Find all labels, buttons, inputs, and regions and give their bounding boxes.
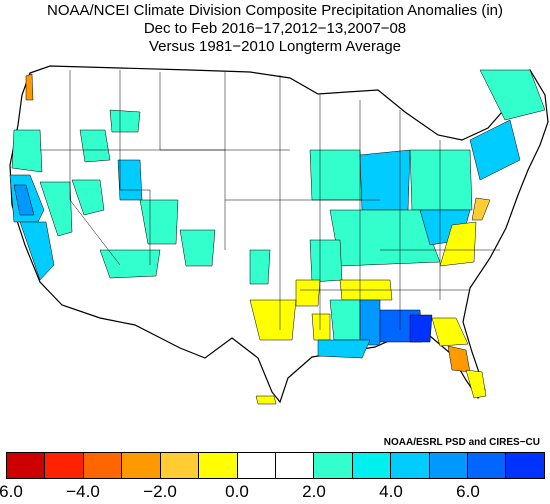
color-scale-swatch-1 (45, 453, 84, 478)
anomaly-region-dry-light (255, 395, 277, 405)
color-scale-swatch-12 (468, 453, 507, 478)
data-source-credit: NOAA/ESRL PSD and CIRES−CU (383, 437, 540, 448)
anomaly-region-wet-strong (13, 184, 35, 216)
color-scale-swatch-8 (314, 453, 353, 478)
color-scale-bar (6, 452, 545, 479)
color-scale-tick-label: 6.0 (456, 482, 480, 501)
anomaly-region-dry-light (439, 221, 477, 267)
anomaly-region-wet-light (39, 181, 73, 237)
anomaly-region-dry-strong (25, 73, 34, 101)
anomaly-region-wet-light (309, 149, 363, 201)
color-scale-tick-label: 2.0 (302, 482, 326, 501)
color-scale-swatch-9 (352, 453, 392, 478)
anomaly-region-wet-strong (359, 299, 381, 346)
anomaly-region-wet-light (71, 179, 105, 216)
anomaly-region-dry-light (465, 369, 487, 399)
color-scale-swatch-7 (275, 453, 315, 478)
anomaly-region-wet-light (179, 229, 216, 267)
anomaly-region-dry (471, 197, 491, 221)
color-scale-swatch-0 (7, 453, 46, 478)
map-title-line-1: NOAA/NCEI Climate Division Composite Pre… (47, 2, 503, 19)
anomaly-region-dry-light (311, 313, 331, 341)
anomaly-region-wet-light (139, 199, 179, 245)
anomaly-region-dry-light (295, 279, 321, 307)
us-precipitation-map (9, 65, 549, 405)
color-scale-swatch-3 (122, 453, 161, 478)
color-scale-tick-label: 0.0 (225, 482, 249, 501)
color-scale-swatch-2 (83, 453, 123, 478)
anomaly-region-wet-light (249, 249, 271, 285)
anomaly-region-wet-mid (469, 119, 521, 181)
anomaly-region-wet-light (11, 129, 43, 173)
anomaly-region-wet-mid (117, 159, 143, 201)
color-scale-tick-label: −2.0 (143, 482, 177, 501)
anomaly-region-wet-mid (19, 221, 55, 281)
color-scale-swatch-4 (160, 453, 200, 478)
color-scale-swatch-13 (506, 453, 544, 478)
anomaly-region-wet-mid (359, 149, 411, 211)
anomaly-region-wet-light (309, 239, 343, 283)
color-scale-tick-label: −6.0 (0, 482, 23, 501)
anomaly-regions (9, 69, 546, 405)
map-title-line-3: Versus 1981−2010 Longterm Average (149, 38, 401, 55)
anomaly-region-wet-light (109, 109, 141, 133)
color-scale-tick-label: −4.0 (66, 482, 100, 501)
anomaly-region-wet-light (409, 149, 473, 211)
anomaly-region-wet-light (329, 299, 363, 341)
state-boundaries (40, 70, 500, 340)
color-scale-tick-label: 4.0 (379, 482, 403, 501)
color-scale-swatch-6 (237, 453, 276, 478)
anomaly-region-wet-light (99, 249, 161, 279)
anomaly-region-wet-light (479, 69, 546, 121)
color-scale-swatch-11 (429, 453, 469, 478)
anomaly-region-wet-extreme (409, 314, 433, 343)
anomaly-region-wet-mid (317, 339, 371, 359)
map-title-line-2: Dec to Feb 2016−17,2012−13,2007−08 (143, 20, 407, 37)
anomaly-region-dry-light (249, 299, 297, 341)
color-scale-swatch-10 (391, 453, 430, 478)
anomaly-region-wet-light (79, 129, 111, 163)
anomaly-region-dry-light (431, 317, 469, 347)
color-scale-swatch-5 (199, 453, 238, 478)
